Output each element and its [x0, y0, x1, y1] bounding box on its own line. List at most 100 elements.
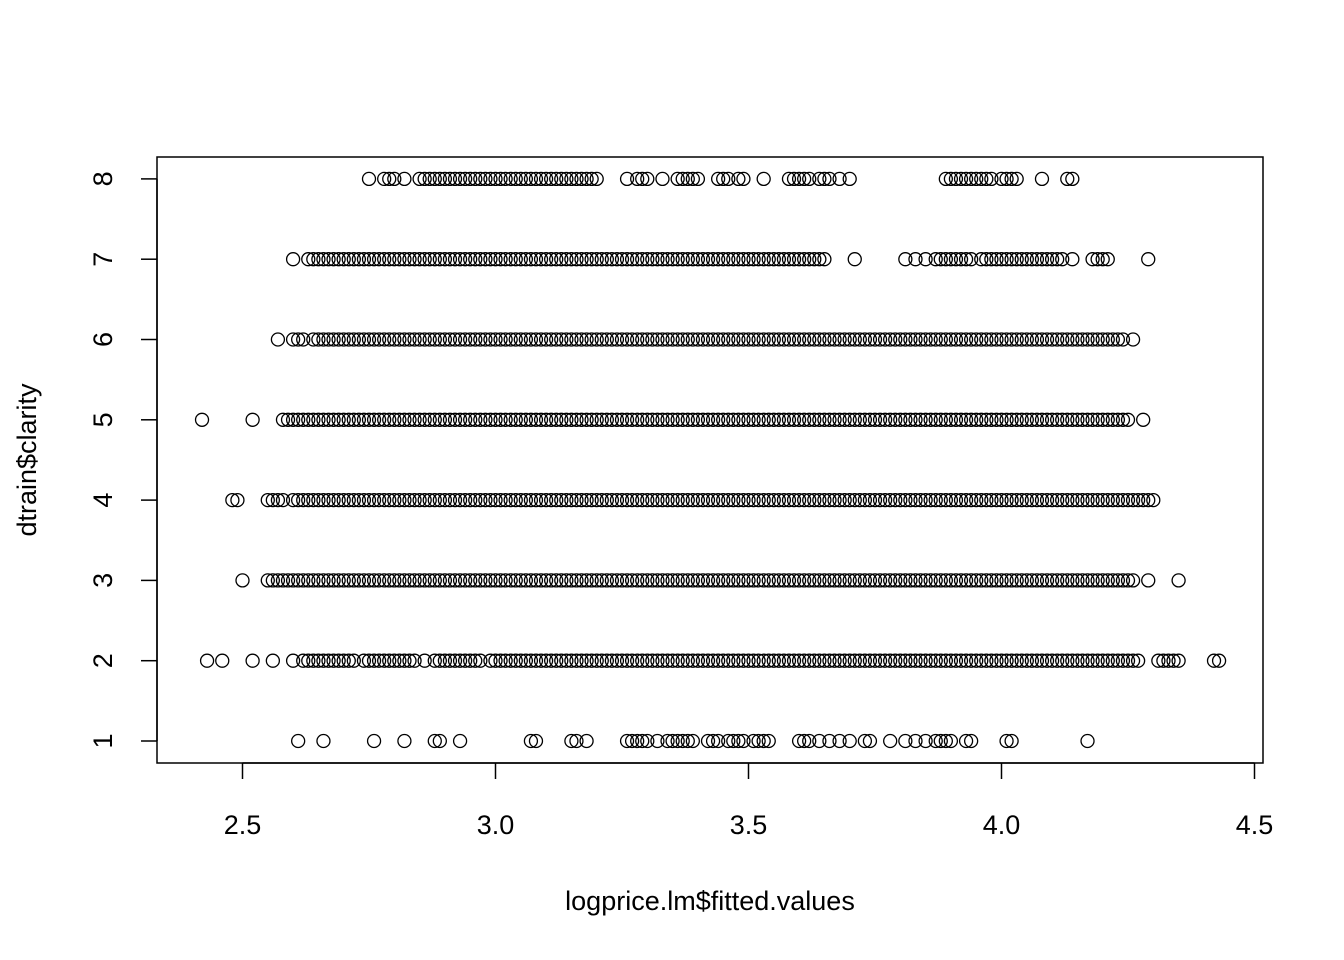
data-point — [842, 733, 857, 749]
data-point — [958, 412, 974, 427]
data-point — [736, 332, 751, 347]
data-point — [442, 171, 458, 187]
data-point — [559, 412, 574, 427]
data-point — [584, 573, 599, 588]
data-point — [296, 573, 311, 588]
data-point — [1146, 492, 1161, 508]
data-point — [1070, 573, 1085, 588]
data-point — [1095, 332, 1110, 347]
data-point — [265, 492, 281, 508]
data-point — [827, 332, 842, 347]
data-point — [1120, 653, 1136, 668]
data-point — [994, 573, 1009, 588]
data-point — [918, 733, 933, 749]
data-point — [523, 252, 539, 267]
data-point — [523, 653, 539, 668]
data-point — [316, 573, 331, 588]
data-point — [1095, 653, 1110, 668]
data-point — [397, 412, 412, 427]
data-point — [974, 653, 989, 668]
data-point — [670, 332, 685, 347]
data-point — [1009, 573, 1024, 588]
data-point — [508, 492, 523, 508]
data-point — [999, 252, 1014, 267]
data-point — [933, 252, 948, 267]
data-point — [457, 492, 473, 508]
data-point — [979, 332, 994, 347]
data-point — [589, 412, 604, 427]
data-point — [584, 252, 599, 267]
data-point — [1085, 653, 1100, 668]
data-point — [331, 573, 346, 588]
data-point — [756, 733, 771, 749]
data-point — [822, 171, 837, 187]
data-point — [751, 492, 766, 508]
data-point — [716, 653, 731, 668]
data-point — [898, 412, 913, 427]
data-point — [832, 653, 847, 668]
data-point — [761, 332, 776, 347]
data-point — [1039, 573, 1055, 588]
data-point — [356, 332, 372, 347]
data-point — [447, 332, 463, 347]
data-point — [1050, 573, 1065, 588]
data-point — [564, 492, 579, 508]
data-point — [710, 332, 726, 347]
data-point — [1075, 412, 1090, 427]
data-point — [407, 412, 422, 427]
data-point — [619, 252, 635, 267]
data-point — [893, 653, 908, 668]
data-point — [1014, 573, 1029, 588]
y-axis: 1 2 3 4 5 6 7 8 — [88, 171, 158, 749]
data-point — [538, 573, 554, 588]
data-point — [382, 573, 397, 588]
data-points — [194, 171, 1227, 749]
data-point — [316, 733, 331, 749]
data-point — [963, 252, 979, 267]
data-point — [766, 252, 781, 267]
data-point — [943, 653, 959, 668]
data-point — [984, 573, 999, 588]
data-point — [1151, 653, 1166, 668]
data-point — [1070, 332, 1085, 347]
data-point — [1090, 252, 1105, 267]
data-point — [614, 653, 630, 668]
data-point — [989, 332, 1004, 347]
data-point — [923, 332, 938, 347]
data-point — [726, 332, 741, 347]
data-point — [619, 733, 635, 749]
data-point — [584, 412, 599, 427]
data-point — [791, 733, 807, 749]
data-point — [1034, 573, 1050, 588]
data-point — [518, 412, 534, 427]
data-point — [432, 733, 447, 749]
data-point — [392, 573, 407, 588]
data-point — [1060, 332, 1075, 347]
data-point — [670, 573, 685, 588]
data-point — [812, 171, 827, 187]
data-point — [660, 412, 675, 427]
data-point — [736, 492, 751, 508]
data-point — [493, 492, 508, 508]
data-point — [331, 492, 346, 508]
data-point — [523, 573, 539, 588]
data-point — [786, 492, 802, 508]
data-point — [447, 492, 463, 508]
data-point — [908, 252, 923, 267]
data-point — [604, 492, 620, 508]
data-point — [756, 492, 771, 508]
data-point — [594, 252, 609, 267]
data-point — [635, 733, 650, 749]
data-point — [559, 573, 574, 588]
data-point — [285, 492, 301, 508]
data-point — [842, 171, 857, 187]
data-point — [463, 412, 478, 427]
data-point — [1095, 492, 1110, 508]
data-point — [1161, 653, 1176, 668]
data-point — [422, 492, 437, 508]
data-point — [402, 332, 417, 347]
data-point — [680, 573, 695, 588]
data-point — [721, 412, 736, 427]
data-point — [382, 653, 397, 668]
data-point — [797, 412, 812, 427]
